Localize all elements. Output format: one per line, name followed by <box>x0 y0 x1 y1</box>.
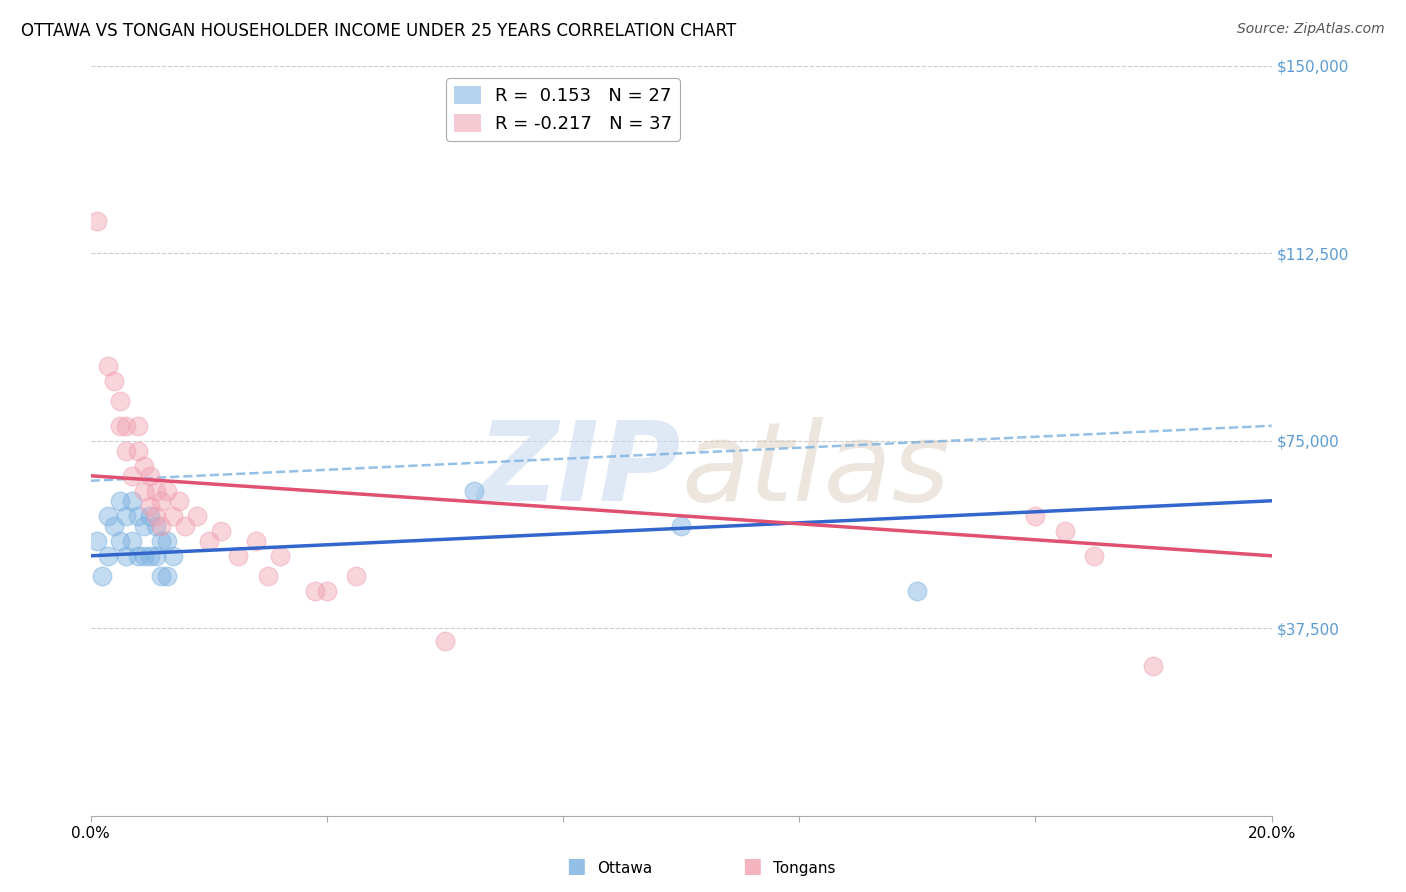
Text: ■: ■ <box>567 856 586 876</box>
Point <box>197 533 219 548</box>
Point <box>256 569 278 583</box>
Point <box>97 549 120 563</box>
Text: Tongans: Tongans <box>773 861 835 876</box>
Point <box>344 569 367 583</box>
Point <box>174 518 197 533</box>
Point <box>103 518 125 533</box>
Point <box>162 549 184 563</box>
Point <box>245 533 267 548</box>
Point <box>669 518 692 533</box>
Text: ZIP: ZIP <box>478 417 681 524</box>
Point <box>433 633 456 648</box>
Point <box>315 583 337 598</box>
Point <box>1083 549 1105 563</box>
Point <box>132 549 155 563</box>
Point <box>226 549 249 563</box>
Point <box>108 533 131 548</box>
Point <box>138 549 160 563</box>
Text: Source: ZipAtlas.com: Source: ZipAtlas.com <box>1237 22 1385 37</box>
Point <box>121 493 143 508</box>
Point <box>905 583 928 598</box>
Point <box>108 393 131 408</box>
Point <box>145 518 167 533</box>
Point <box>127 549 149 563</box>
Point <box>121 533 143 548</box>
Point <box>145 508 167 523</box>
Point <box>150 493 173 508</box>
Point <box>132 483 155 498</box>
Point <box>186 508 208 523</box>
Point <box>209 524 232 538</box>
Point <box>115 549 138 563</box>
Point <box>86 533 108 548</box>
Point <box>86 213 108 227</box>
Point <box>91 569 114 583</box>
Point <box>269 549 291 563</box>
Point <box>127 443 149 458</box>
Point <box>1142 658 1164 673</box>
Point <box>97 508 120 523</box>
Point <box>162 508 184 523</box>
Point <box>121 468 143 483</box>
Point <box>150 569 173 583</box>
Point <box>150 533 173 548</box>
Point <box>138 499 160 513</box>
Point <box>1053 524 1076 538</box>
Point <box>132 458 155 473</box>
Point <box>115 418 138 433</box>
Legend: R =  0.153   N = 27, R = -0.217   N = 37: R = 0.153 N = 27, R = -0.217 N = 37 <box>447 78 679 141</box>
Point <box>145 483 167 498</box>
Point <box>150 518 173 533</box>
Text: Ottawa: Ottawa <box>598 861 652 876</box>
Point <box>97 359 120 373</box>
Text: ■: ■ <box>742 856 762 876</box>
Point <box>145 549 167 563</box>
Point <box>127 418 149 433</box>
Point <box>103 374 125 388</box>
Point <box>138 508 160 523</box>
Point <box>127 508 149 523</box>
Point <box>463 483 485 498</box>
Point <box>156 569 179 583</box>
Point <box>138 468 160 483</box>
Point <box>167 493 190 508</box>
Point <box>115 508 138 523</box>
Point <box>304 583 326 598</box>
Point <box>115 443 138 458</box>
Point <box>1024 508 1046 523</box>
Point <box>108 493 131 508</box>
Text: atlas: atlas <box>681 417 949 524</box>
Point <box>132 518 155 533</box>
Point <box>156 533 179 548</box>
Point <box>156 483 179 498</box>
Point <box>108 418 131 433</box>
Text: OTTAWA VS TONGAN HOUSEHOLDER INCOME UNDER 25 YEARS CORRELATION CHART: OTTAWA VS TONGAN HOUSEHOLDER INCOME UNDE… <box>21 22 737 40</box>
